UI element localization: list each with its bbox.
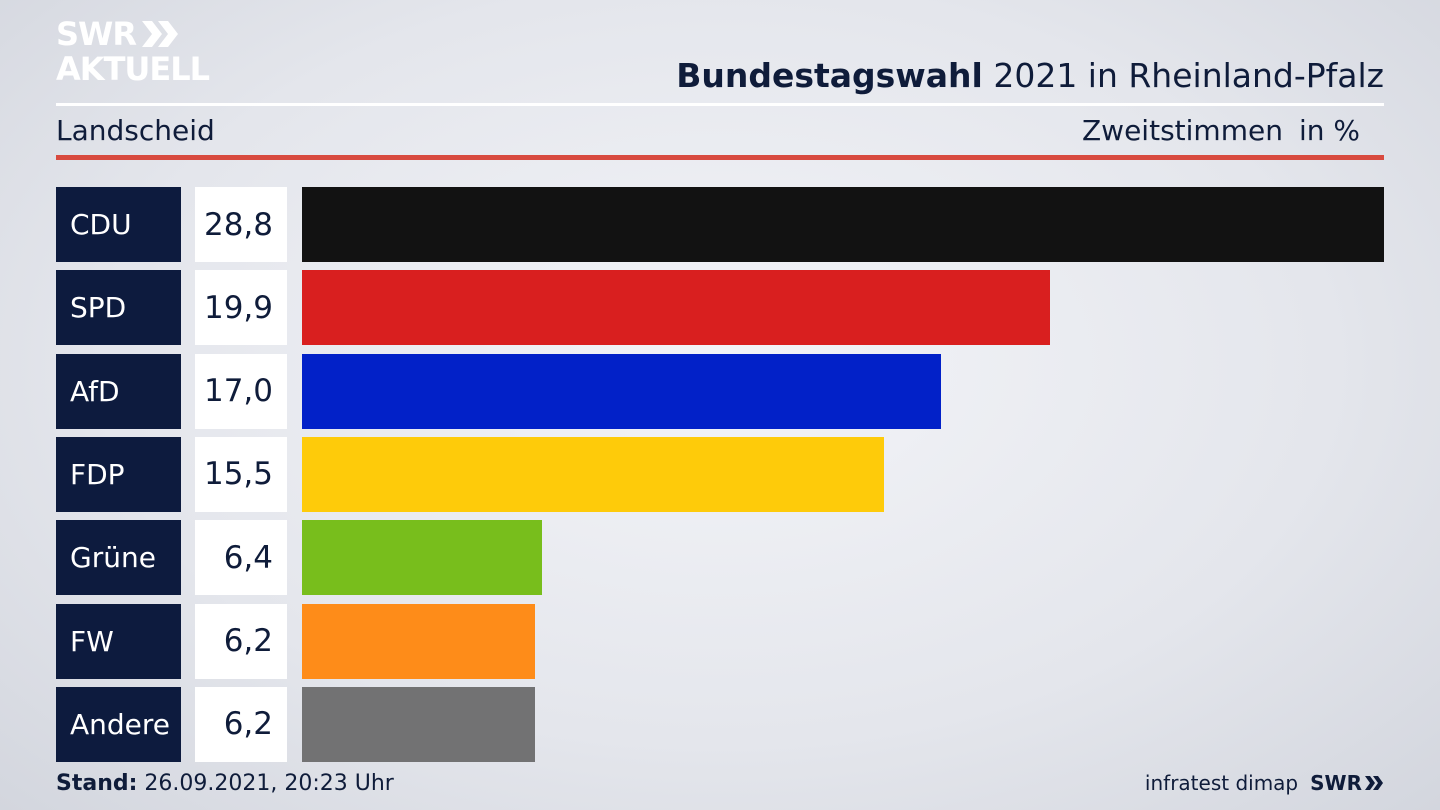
bar-gr-ne <box>302 520 543 596</box>
source-label: infratest dimap <box>1144 771 1299 795</box>
party-label-spd: SPD <box>56 270 181 346</box>
party-label-cdu: CDU <box>56 187 181 262</box>
logo-aktuell-text: AKTUELL <box>56 50 210 88</box>
party-label-gr-ne: Grüne <box>56 520 181 596</box>
title-rest: 2021 in Rheinland-Pfalz <box>982 56 1384 95</box>
timestamp-value: 26.09.2021, 20:23 Uhr <box>137 771 394 796</box>
accent-divider <box>56 155 1384 160</box>
logo-swr-text: SWR <box>56 15 137 53</box>
metric-label: Zweitstimmen <box>1082 114 1283 147</box>
timestamp-label: Stand: <box>56 771 138 796</box>
double-chevron-icon <box>141 21 178 47</box>
value-label-andere: 6,2 <box>195 686 287 762</box>
party-label-fdp: FDP <box>56 436 181 512</box>
party-label-andere: Andere <box>56 686 181 762</box>
bar-andere <box>302 686 535 762</box>
unit-label: in % <box>1299 114 1361 147</box>
page-title: Bundestagswahl 2021 in Rheinland-Pfalz <box>676 56 1384 95</box>
value-label-cdu: 28,8 <box>195 187 287 262</box>
title-bold: Bundestagswahl <box>676 56 983 95</box>
value-label-spd: 19,9 <box>195 270 287 346</box>
value-label-gr-ne: 6,4 <box>195 520 287 596</box>
party-label-afd: AfD <box>56 353 181 429</box>
bar-fdp <box>302 436 885 512</box>
value-label-afd: 17,0 <box>195 353 287 429</box>
bar-fw <box>302 603 535 679</box>
footer-credits: infratest dimap SWR <box>1145 771 1384 795</box>
bar-afd <box>302 353 941 429</box>
footer-swr-logo: SWR <box>1310 771 1384 795</box>
timestamp: Stand: 26.09.2021, 20:23 Uhr <box>56 771 394 796</box>
swr-aktuell-logo: SWR AKTUELL <box>56 15 210 88</box>
value-label-fdp: 15,5 <box>195 436 287 512</box>
footer-swr-text: SWR <box>1310 771 1362 795</box>
region-label: Landscheid <box>56 114 215 147</box>
bar-spd <box>302 270 1050 346</box>
party-label-fw: FW <box>56 603 181 679</box>
header-divider <box>56 103 1384 106</box>
bar-cdu <box>302 187 1384 262</box>
double-chevron-icon <box>1365 776 1383 790</box>
value-label-fw: 6,2 <box>195 603 287 679</box>
